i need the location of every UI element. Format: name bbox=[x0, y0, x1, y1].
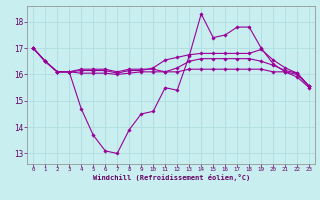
X-axis label: Windchill (Refroidissement éolien,°C): Windchill (Refroidissement éolien,°C) bbox=[92, 174, 250, 181]
